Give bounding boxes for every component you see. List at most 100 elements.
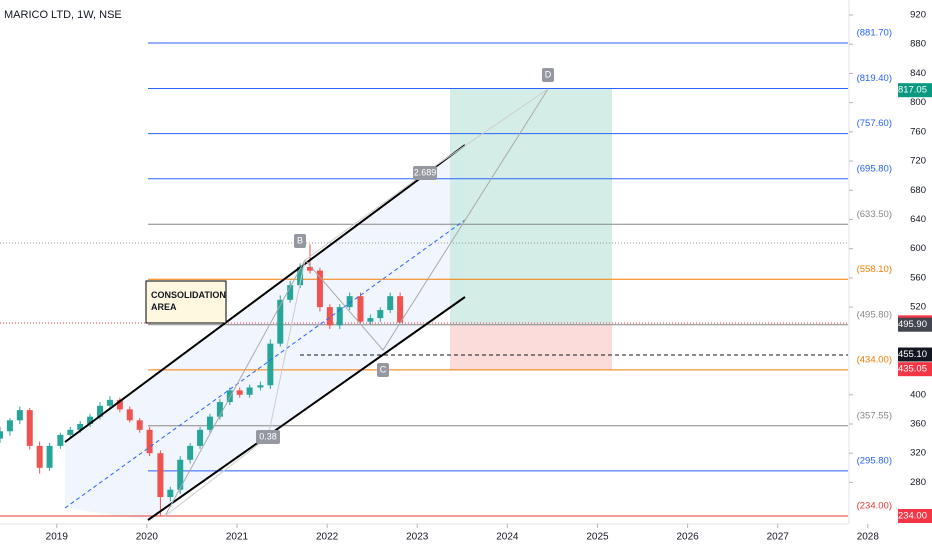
candle-body	[87, 416, 94, 424]
candle-body	[46, 445, 53, 468]
candle-body	[16, 410, 23, 421]
fib-level-label: (357.55)	[857, 410, 892, 421]
candle-body	[316, 270, 323, 308]
candle-body	[206, 416, 213, 430]
channel-mid	[64, 219, 466, 509]
x-tick-label: 2027	[767, 532, 790, 543]
price-tag-label: 817.05	[898, 85, 927, 96]
x-tick-label: 2024	[496, 532, 519, 543]
candle-body	[246, 387, 253, 395]
price-tag	[898, 83, 932, 98]
candle-body	[67, 429, 74, 435]
candle-body	[106, 399, 113, 406]
y-tick-label: 840	[910, 68, 926, 79]
price-tag-label: 455.10	[898, 349, 927, 360]
y-tick-label: 800	[910, 97, 926, 108]
pattern-label-box	[413, 166, 437, 180]
candle-body	[136, 420, 143, 430]
pattern-label-box	[542, 68, 554, 82]
x-tick-label: 2022	[316, 532, 339, 543]
fib-level-label: (434.00)	[857, 354, 892, 365]
fib-level-label: (558.10)	[857, 264, 892, 275]
candle-body	[307, 266, 314, 271]
price-tag-label: 234.00	[898, 511, 927, 522]
y-tick-label: 520	[910, 302, 926, 313]
y-tick-label: 400	[910, 389, 926, 400]
pattern-label: B	[297, 235, 303, 245]
candle-body	[397, 296, 404, 323]
candle-body	[357, 296, 364, 322]
annotation: CONSOLIDATION AREA	[151, 290, 226, 312]
pattern-label: D	[545, 69, 552, 79]
candle-body	[116, 399, 123, 410]
candle-body	[0, 431, 3, 439]
fib-level-label: (234.00)	[857, 501, 892, 512]
candle-body	[367, 318, 374, 322]
pattern-label: 2.689	[414, 167, 437, 177]
y-tick-label: 280	[910, 477, 926, 488]
fib-level-label: (633.50)	[857, 209, 892, 220]
candle-body	[287, 285, 294, 300]
fib-level-label: (695.80)	[857, 163, 892, 174]
pattern-lines	[164, 88, 549, 517]
x-tick-label: 2026	[676, 532, 699, 543]
fib-level-label: (295.80)	[857, 455, 892, 466]
y-tick-label: 600	[910, 243, 926, 254]
pattern-label-box	[294, 234, 306, 248]
price-tag-label: 495.90	[898, 319, 927, 330]
y-tick-label: 880	[910, 39, 926, 50]
target-zone	[450, 89, 612, 325]
y-tick-label: 720	[910, 156, 926, 167]
y-tick-label: 680	[910, 185, 926, 196]
channel-lower	[147, 296, 466, 521]
price-tag	[898, 362, 932, 377]
chart-title: MARICO LTD, 1W, NSE	[4, 9, 122, 21]
y-tick-label: 320	[910, 448, 926, 459]
price-tag-label: 435.05	[898, 364, 927, 375]
candle-body	[216, 402, 223, 417]
candle-body	[377, 310, 384, 319]
x-tick-label: 2020	[136, 532, 159, 543]
candle-body	[126, 409, 133, 421]
price-tag	[898, 347, 932, 362]
candle-body	[26, 410, 33, 446]
y-tick-label: 640	[910, 214, 926, 225]
x-tick-label: 2019	[46, 532, 69, 543]
pattern-label: 0.38	[259, 431, 277, 441]
candle-body	[267, 343, 274, 386]
candle-body	[346, 296, 353, 308]
candle-body	[57, 434, 64, 446]
candle-body	[387, 296, 394, 311]
candle-body	[6, 420, 13, 432]
candle-body	[97, 405, 104, 417]
price-tag	[898, 317, 932, 332]
fib-level-label: (757.60)	[857, 118, 892, 129]
candle-body	[77, 423, 84, 430]
x-tick-label: 2021	[226, 532, 249, 543]
fib-level-label: (819.40)	[857, 73, 892, 84]
candle-body	[187, 445, 194, 460]
candle-body	[177, 459, 184, 490]
pattern-label: C	[380, 364, 387, 374]
pattern-label-box	[377, 363, 389, 377]
pattern-label-box	[256, 430, 280, 444]
candle-body	[277, 299, 284, 344]
x-tick-label: 2028	[857, 532, 880, 543]
y-tick-label: 360	[910, 418, 926, 429]
y-tick-label: 920	[910, 10, 926, 21]
fib-level-label: (495.80)	[857, 309, 892, 320]
x-tick-label: 2023	[406, 532, 429, 543]
pattern-lines	[164, 88, 549, 517]
channel-upper	[64, 144, 466, 443]
candle-body	[336, 307, 343, 326]
annotation-box	[145, 280, 227, 324]
candle-body	[236, 390, 243, 395]
candle-body	[167, 489, 174, 498]
candle-body	[197, 429, 204, 446]
candle-body	[257, 385, 264, 388]
price-tag	[898, 509, 932, 523]
stop-zone	[450, 325, 612, 370]
candle-body	[226, 390, 233, 403]
candle-body	[146, 429, 153, 454]
